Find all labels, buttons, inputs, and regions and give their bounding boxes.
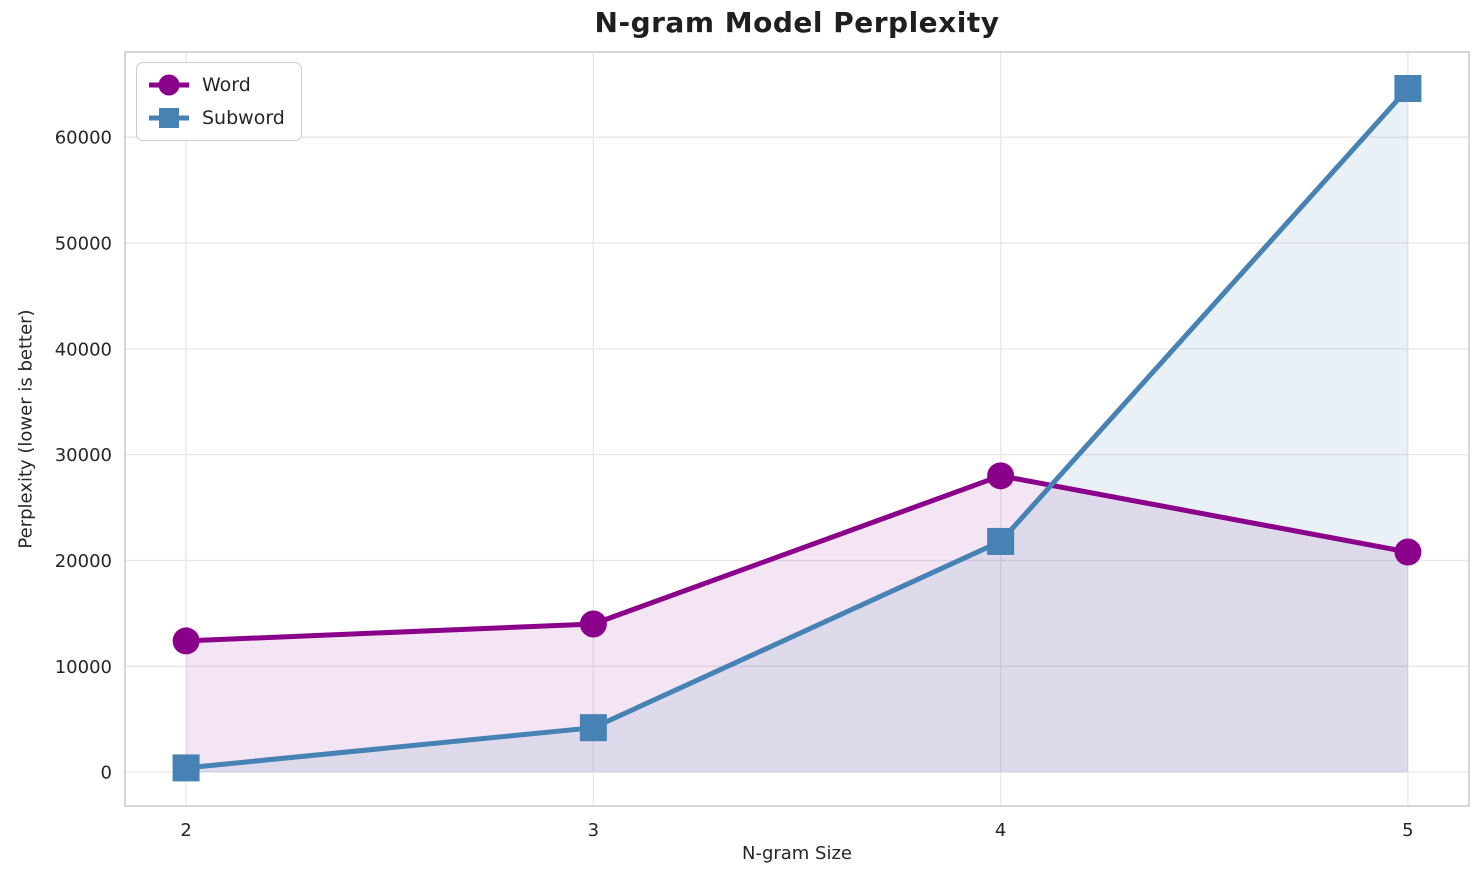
legend-item-word: Word <box>146 70 285 100</box>
word-marker-x3 <box>579 610 607 638</box>
chart-title: N-gram Model Perplexity <box>594 6 1000 39</box>
legend-label-subword: Subword <box>202 107 285 129</box>
word-series-line <box>183 473 1411 644</box>
subword-marker-x2 <box>172 754 200 782</box>
legend: Word Subword <box>136 62 302 141</box>
word-area-fill <box>186 475 1408 773</box>
word-line-marker-icon <box>149 74 189 96</box>
y-tick-label: 0 <box>101 763 112 784</box>
x-tick-label: 5 <box>1402 820 1413 841</box>
legend-item-subword: Subword <box>146 103 285 133</box>
x-tick-label: 4 <box>995 820 1006 841</box>
word-marker-x5 <box>1394 538 1422 566</box>
word-marker-x2 <box>172 627 200 655</box>
subword-marker-x5 <box>1394 75 1422 103</box>
subword-marker-x4 <box>987 527 1015 555</box>
plot-background <box>125 52 1469 806</box>
subword-series-line <box>183 86 1411 771</box>
x-tick-label: 3 <box>588 820 599 841</box>
word-marker-x4 <box>987 462 1015 490</box>
subword-line-marker-icon <box>149 108 189 128</box>
y-axis-label: Perplexity (lower is better) <box>15 309 37 549</box>
legend-label-word: Word <box>202 74 251 96</box>
y-tick-label: 50000 <box>55 234 112 255</box>
y-tick-label: 10000 <box>55 657 112 678</box>
axes-spines <box>124 51 1470 807</box>
x-axis-label: N-gram Size <box>741 843 853 864</box>
subword-area-fill <box>186 88 1408 773</box>
y-tick-label: 30000 <box>55 445 112 466</box>
y-tick-label: 20000 <box>55 551 112 572</box>
y-tick-label: 40000 <box>55 339 112 360</box>
y-tick-label: 60000 <box>55 128 112 149</box>
x-tick-label: 2 <box>180 820 191 841</box>
subword-marker-x3 <box>579 714 607 742</box>
